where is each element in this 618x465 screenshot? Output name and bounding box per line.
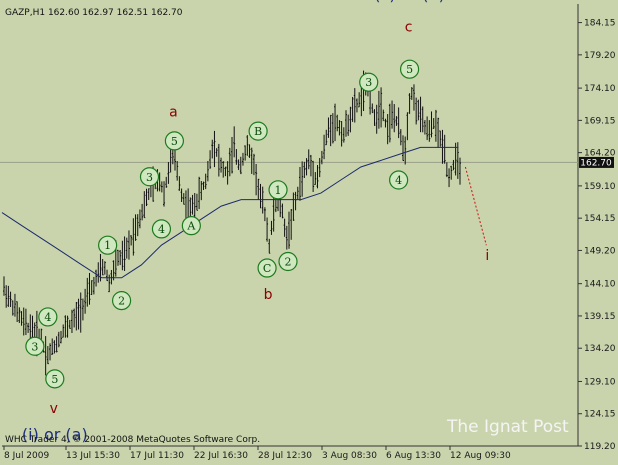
wave-circle [38, 307, 58, 327]
wave-label: 5 [406, 63, 413, 76]
wave-label: 5 [51, 373, 58, 386]
y-tick-label: 154.15 [584, 214, 616, 224]
y-tick-label: 144.10 [584, 280, 616, 290]
wave-circle [98, 235, 118, 255]
wave-degree-label: b [264, 287, 273, 303]
wave-degree-label: (ii) or (b) [374, 0, 445, 4]
wave-labels: 3 4 5 1 2 3 5 4 A B 1 C 2 3 5 4 [25, 59, 420, 389]
x-tick-label: 12 Aug 09:30 [450, 451, 511, 461]
wave-circle [278, 251, 298, 272]
wave-circle [268, 180, 288, 200]
wave-circle [25, 336, 45, 356]
y-tick-label: 139.15 [584, 312, 616, 322]
wave-label: 3 [146, 171, 153, 184]
wave-circle [181, 216, 201, 236]
wave-circle [359, 72, 379, 92]
wave-label: 2 [285, 256, 292, 269]
wave-degree-label: (i) or (a) [22, 425, 88, 444]
copyright-text: WHC Trader 4, © 2001-2008 MetaQuotes Sof… [5, 435, 260, 445]
wave-label: 3 [365, 76, 372, 89]
chart-header: GAZP,H1 162.60 162.97 162.51 162.70 [5, 8, 183, 18]
wave-circle [111, 291, 132, 311]
last-price-label: 162.70 [580, 158, 612, 168]
wave-circle [164, 131, 185, 151]
y-tick-label: 169.15 [584, 116, 616, 126]
y-tick-label: 164.20 [584, 149, 616, 159]
last-price-badge: 162.70 [579, 156, 614, 168]
last-price-box [579, 156, 614, 168]
x-tick-label: 17 Jul 11:30 [130, 451, 184, 461]
wave-circle [139, 167, 160, 187]
y-tick-label: 174.10 [584, 84, 616, 94]
wave-circle [45, 369, 65, 389]
y-tick-label: 134.20 [584, 344, 616, 354]
x-tick-label: 6 Aug 13:30 [386, 451, 441, 461]
wave-label: 5 [171, 135, 178, 148]
wave-label: 4 [395, 174, 402, 187]
wave-label: 1 [104, 239, 111, 252]
y-tick-label: 184.15 [584, 19, 616, 29]
y-tick-label: 149.20 [584, 246, 616, 256]
y-tick-label: 124.15 [584, 410, 616, 420]
x-tick-label: 28 Jul 12:30 [258, 451, 312, 461]
wave-circle [151, 219, 172, 239]
moving-average-line [1, 146, 459, 279]
wave-label: 2 [118, 295, 125, 308]
x-tick-label: 22 Jul 16:30 [194, 451, 248, 461]
wave-degree-label: v [50, 401, 58, 417]
y-tick-label: 159.10 [584, 182, 616, 192]
projection-line [464, 166, 487, 246]
wave-circle [389, 170, 409, 190]
y-axis-ticks: 184.15 179.20 174.10 169.15 164.20 159.10 154.… [578, 19, 616, 452]
wave-label: 1 [275, 184, 282, 197]
y-tick-label: 119.20 [584, 442, 616, 452]
y-tick-label: 129.10 [584, 377, 616, 387]
wave-degree-label: c [405, 20, 413, 36]
wave-degree-label: a [169, 104, 178, 120]
text-labels: a b c v i (ii) or (b) (i) or (a) [22, 0, 489, 444]
x-tick-label: 13 Jul 15:30 [66, 451, 120, 461]
wave-degree-label: i [485, 248, 489, 264]
wave-label: 4 [44, 311, 51, 324]
price-bars [2, 70, 462, 376]
x-tick-label: 8 Jul 2009 [4, 451, 49, 461]
watermark: The Ignat Post [446, 417, 569, 437]
wave-circle [248, 121, 268, 141]
wave-label: 4 [158, 223, 165, 236]
wave-label: C [263, 262, 271, 275]
x-axis-ticks: 8 Jul 2009 13 Jul 15:30 17 Jul 11:30 22 Jul… [3, 446, 511, 461]
wave-circle [257, 258, 277, 278]
wave-circle [399, 59, 420, 79]
x-tick-label: 3 Aug 08:30 [322, 451, 377, 461]
wave-label: 3 [31, 340, 38, 353]
wave-label: B [254, 125, 262, 138]
y-tick-label: 179.20 [584, 51, 616, 61]
wave-label: A [186, 220, 196, 233]
